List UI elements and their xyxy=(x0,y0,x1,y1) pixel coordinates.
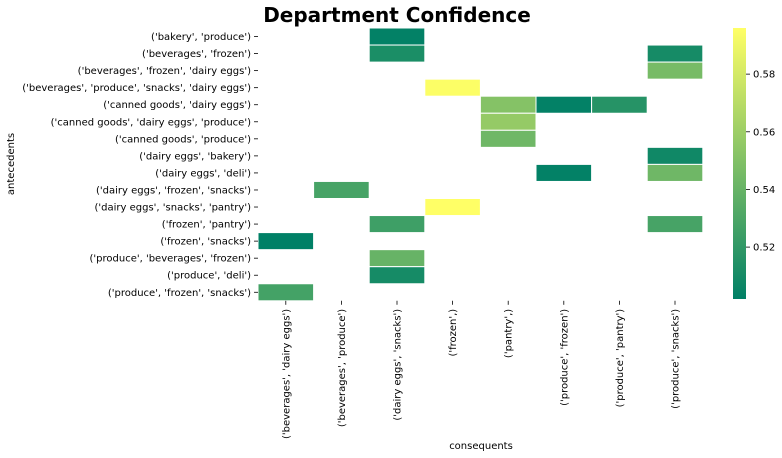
heatmap-cell xyxy=(479,95,537,114)
heatmap-cell xyxy=(646,44,704,63)
y-tick-label: ('canned goods', 'dairy eggs') xyxy=(103,100,251,111)
heatmap-cell xyxy=(479,129,537,148)
heatmap-cell xyxy=(368,266,426,285)
y-axis-label: antecedents xyxy=(6,133,17,195)
heatmap-cell xyxy=(479,112,537,131)
heatmap-cell xyxy=(368,27,426,46)
y-tick-label: ('frozen', 'pantry') xyxy=(162,220,251,231)
heatmap-cell xyxy=(535,163,593,182)
y-tick-label: ('beverages', 'frozen') xyxy=(142,49,251,60)
heatmap-cell xyxy=(368,249,426,268)
y-tick-labels: ('bakery', 'produce') ('beverages', 'froz… xyxy=(22,32,258,299)
y-tick-label: ('canned goods', 'produce') xyxy=(115,134,251,145)
y-tick-label: ('produce', 'frozen', 'snacks') xyxy=(108,288,251,299)
heatmap-cell xyxy=(591,95,648,114)
x-tick-label: ('beverages', 'produce') xyxy=(337,309,348,427)
x-tick-label: ('produce', 'frozen') xyxy=(559,309,570,406)
heatmap-cell xyxy=(646,146,704,165)
heatmap-cell xyxy=(424,198,481,217)
heatmap-cell xyxy=(313,180,370,199)
x-tick-label: ('dairy eggs', 'snacks') xyxy=(393,309,404,421)
x-tick-label: ('produce', 'pantry') xyxy=(615,309,626,408)
x-tick-label: ('pantry',) xyxy=(504,309,515,358)
y-tick-label: ('beverages', 'produce', 'snacks', 'dair… xyxy=(22,83,251,94)
y-tick-label: ('produce', 'deli') xyxy=(167,271,251,282)
chart-title: Department Confidence xyxy=(263,3,531,27)
x-tick-label: ('beverages', 'dairy eggs') xyxy=(281,309,292,439)
colorbar-tick-label: 0.54 xyxy=(753,185,775,196)
x-tick-label: ('produce', 'snacks') xyxy=(671,309,682,409)
y-tick-label: ('produce', 'beverages', 'frozen') xyxy=(90,254,252,265)
heatmap-cell xyxy=(535,95,593,114)
y-tick-label: ('bakery', 'produce') xyxy=(151,32,251,43)
colorbar-ticks: 0.52 0.54 0.56 0.58 xyxy=(746,70,775,254)
colorbar-tick-label: 0.52 xyxy=(753,243,775,254)
heatmap-cell xyxy=(257,232,315,251)
y-tick-label: ('dairy eggs', 'deli') xyxy=(155,168,251,179)
heatmap-cell xyxy=(368,44,426,63)
heatmap-cell xyxy=(646,61,704,80)
colorbar-tick-label: 0.56 xyxy=(753,127,775,138)
y-tick-label: ('beverages', 'frozen', 'dairy eggs') xyxy=(78,66,251,77)
heatmap-cells xyxy=(257,27,704,302)
x-tick-label: ('frozen',) xyxy=(448,309,459,357)
y-tick-label: ('frozen', 'snacks') xyxy=(160,237,251,248)
y-tick-label: ('dairy eggs', 'snacks', 'pantry') xyxy=(95,203,252,214)
heatmap-cell xyxy=(646,163,704,182)
y-tick-label: ('canned goods', 'dairy eggs', 'produce'… xyxy=(51,117,251,128)
colorbar-tick-label: 0.58 xyxy=(753,70,775,81)
heatmap-cell xyxy=(257,283,315,302)
x-tick-labels: ('beverages', 'dairy eggs') ('beverages',… xyxy=(281,300,682,439)
x-axis-label: consequents xyxy=(449,441,513,452)
colorbar xyxy=(733,28,746,299)
heatmap-cell xyxy=(368,215,426,234)
heatmap-cell xyxy=(646,215,704,234)
y-tick-label: ('dairy eggs', 'bakery') xyxy=(139,151,251,162)
heatmap-cell xyxy=(424,78,481,97)
y-tick-label: ('dairy eggs', 'frozen', 'snacks') xyxy=(96,185,251,196)
